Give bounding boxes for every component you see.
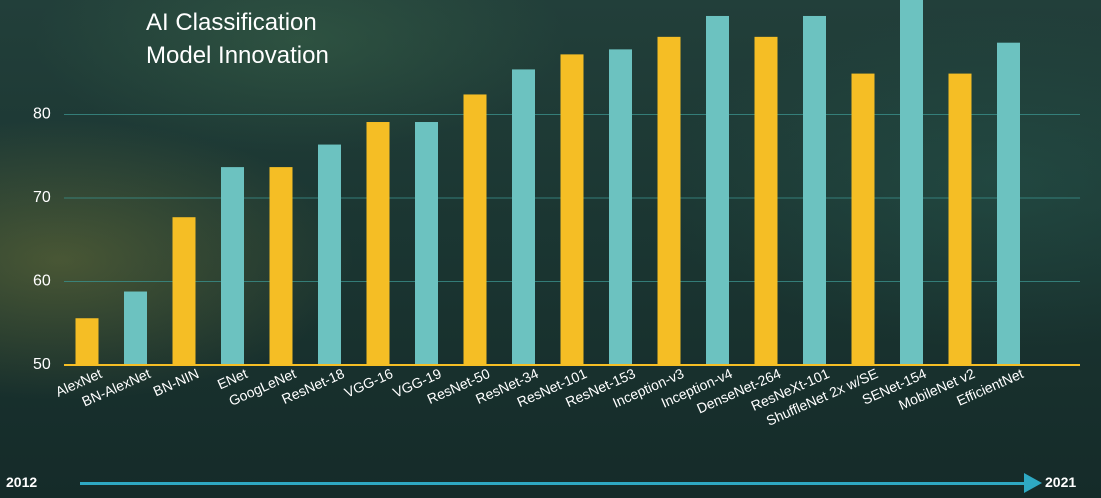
bar <box>706 15 729 365</box>
bar <box>803 15 826 365</box>
bar <box>900 0 923 365</box>
chart-title: AI Classification Model Innovation <box>146 9 329 69</box>
bar <box>512 69 535 365</box>
y-tick-label: 50 <box>33 356 51 373</box>
bar <box>172 217 196 365</box>
x-tick-label: BN-NIN <box>151 365 202 399</box>
bar <box>754 36 778 365</box>
bar <box>221 167 244 365</box>
timeline-start-year: 2012 <box>6 474 38 490</box>
bar <box>463 94 487 366</box>
bar <box>124 291 147 365</box>
bar <box>366 122 390 365</box>
bar <box>75 318 99 365</box>
timeline-end-year: 2021 <box>1045 474 1077 490</box>
bar <box>269 167 293 365</box>
bar <box>997 42 1020 365</box>
bar <box>609 49 632 366</box>
bar <box>560 54 584 365</box>
x-tick-label: VGG-16 <box>342 365 396 401</box>
timeline-line <box>80 482 1030 485</box>
bar <box>948 73 972 366</box>
bar <box>657 36 681 365</box>
y-tick-label: 70 <box>33 189 51 206</box>
bar <box>318 144 341 365</box>
bar <box>415 122 438 365</box>
y-tick-label: 80 <box>33 106 51 123</box>
timeline-arrow-icon <box>1024 473 1042 493</box>
bar <box>851 73 875 366</box>
y-tick-label: 60 <box>33 273 51 290</box>
